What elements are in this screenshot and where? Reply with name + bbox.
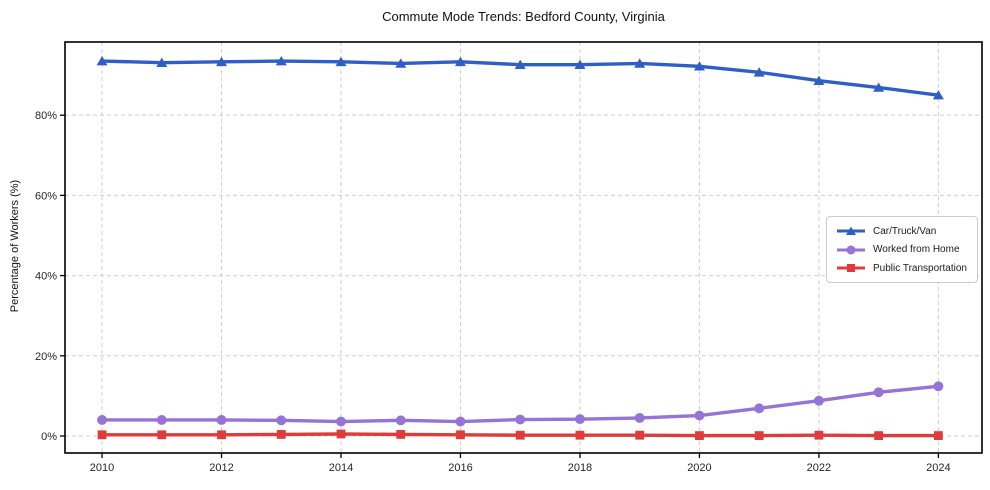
circle-marker xyxy=(216,415,227,425)
square-marker xyxy=(575,430,585,440)
y-tick-label: 60% xyxy=(35,190,57,202)
x-tick-label: 2020 xyxy=(687,462,711,474)
legend-line-circle-icon xyxy=(837,245,865,254)
legend-item-worked-from-home: Worked from Home xyxy=(836,243,969,257)
tick-marks xyxy=(60,114,940,458)
series-worked-from-home xyxy=(97,381,944,427)
tick-labels: 2010 2012 2014 2016 2018 2020 2022 2024 0% 20% 40%… xyxy=(35,110,951,474)
triangle-marker xyxy=(395,58,407,68)
triangle-marker xyxy=(753,67,765,77)
triangle-marker xyxy=(514,59,526,69)
legend-line-square-icon xyxy=(837,264,865,272)
square-marker xyxy=(336,429,346,439)
circle-marker xyxy=(276,415,287,426)
square-marker xyxy=(217,430,226,440)
series-car-truck-van xyxy=(96,55,944,100)
y-tick-label: 80% xyxy=(35,110,57,122)
square-marker xyxy=(456,430,465,440)
square-marker xyxy=(97,430,107,440)
circle-marker xyxy=(515,414,526,425)
square-marker xyxy=(635,430,645,440)
circle-marker xyxy=(395,415,406,426)
square-marker xyxy=(874,431,884,440)
legend-label: Public Transportation xyxy=(873,262,967,274)
y-tick-label: 0% xyxy=(41,431,57,443)
square-marker xyxy=(695,431,704,440)
circle-marker xyxy=(694,410,705,421)
y-tick-label: 40% xyxy=(35,271,57,283)
x-tick-label: 2024 xyxy=(926,462,950,474)
x-tick-label: 2018 xyxy=(568,462,592,474)
x-tick-label: 2010 xyxy=(90,462,114,474)
x-tick-label: 2012 xyxy=(209,462,233,474)
square-marker xyxy=(515,430,525,440)
legend: Car/Truck/Van Worked from Home Public Tr… xyxy=(826,216,978,283)
circle-marker xyxy=(813,395,824,406)
circle-marker xyxy=(754,403,765,414)
legend-line-triangle-icon xyxy=(837,226,865,235)
legend-item-car-truck-van: Car/Truck/Van xyxy=(836,224,969,238)
chart-title: Commute Mode Trends: Bedford County, Vir… xyxy=(382,9,665,24)
legend-label: Car/Truck/Van xyxy=(873,225,937,237)
circle-marker xyxy=(873,387,884,398)
circle-marker xyxy=(336,416,346,427)
y-tick-label: 20% xyxy=(35,351,57,363)
x-tick-label: 2022 xyxy=(807,462,831,474)
triangle-marker xyxy=(693,61,705,71)
x-tick-label: 2014 xyxy=(329,462,353,474)
x-tick-label: 2016 xyxy=(448,462,472,474)
square-marker xyxy=(396,429,406,439)
triangle-marker xyxy=(216,56,228,67)
triangle-marker xyxy=(574,59,586,69)
triangle-marker xyxy=(275,55,287,66)
series-public-transportation xyxy=(97,429,943,440)
circle-marker xyxy=(933,381,944,392)
triangle-marker xyxy=(335,56,347,67)
legend-item-public-transportation: Public Transportation xyxy=(836,261,969,275)
triangle-marker xyxy=(932,90,944,100)
circle-marker xyxy=(455,416,466,427)
circle-marker xyxy=(97,415,107,425)
circle-marker xyxy=(634,413,645,423)
triangle-marker xyxy=(813,75,825,85)
square-marker xyxy=(276,429,286,439)
legend-label: Worked from Home xyxy=(873,244,960,255)
triangle-marker xyxy=(96,55,108,66)
square-marker xyxy=(814,430,824,440)
triangle-marker xyxy=(156,57,168,67)
triangle-marker xyxy=(454,56,466,67)
triangle-marker xyxy=(873,82,885,92)
square-marker xyxy=(754,431,764,440)
square-marker xyxy=(933,431,943,440)
circle-marker xyxy=(156,415,167,425)
circle-marker xyxy=(575,414,585,425)
triangle-marker xyxy=(634,58,646,68)
axes-spines xyxy=(64,41,983,454)
square-marker xyxy=(157,430,167,440)
